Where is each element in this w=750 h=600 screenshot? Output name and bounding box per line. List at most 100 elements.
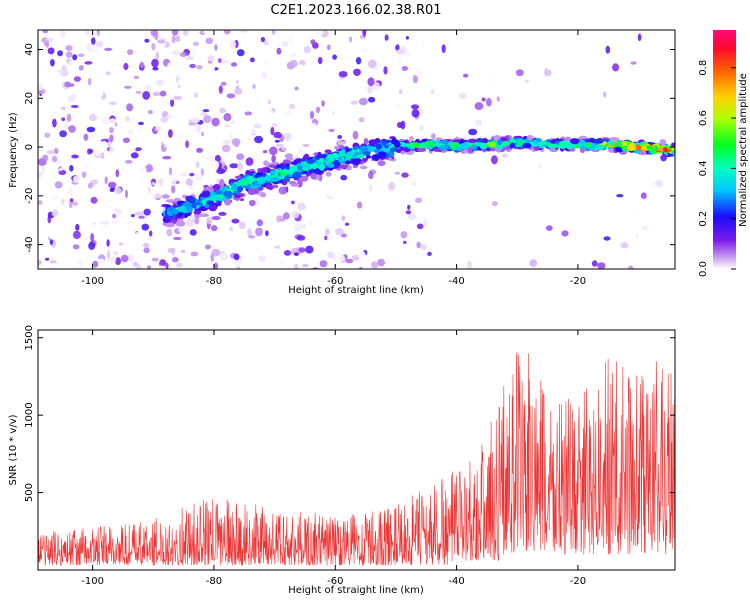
spectrogram-noise-mark [411, 109, 420, 118]
spectrogram-noise-mark [78, 65, 84, 71]
spectrogram-noise-mark [135, 231, 142, 236]
spectrogram-ridge-mark [576, 142, 582, 149]
colorbar-tick-label: 0.8 [698, 60, 709, 76]
spectrogram-noise-mark [97, 258, 105, 263]
spectrogram-noise-mark [258, 255, 266, 263]
spectrogram-noise-mark [68, 125, 76, 133]
spectrogram-noise-mark [211, 160, 220, 170]
spectrogram-noise-mark [38, 200, 43, 205]
spectrogram-noise-mark [255, 227, 263, 237]
spectrogram-ridge-mark [578, 139, 586, 144]
spectrogram-noise-mark [57, 69, 65, 73]
snr-series-line [38, 352, 675, 567]
spectrogram-noise-mark [91, 32, 98, 37]
spectrogram-ridge-mark [377, 151, 387, 159]
spectrogram-ridge-mark [295, 158, 303, 163]
spectrogram-noise-mark [603, 236, 611, 241]
spectrogram-noise-mark [344, 200, 353, 204]
spectrogram-noise-mark [229, 132, 233, 141]
spectrogram-noise-mark [289, 103, 296, 110]
spectrogram-noise-mark [405, 51, 411, 57]
spectrogram-ridge-mark [206, 200, 215, 204]
spectrogram-ridge-mark [310, 172, 317, 180]
spectrogram-noise-mark [176, 133, 185, 141]
spectrogram-noise-mark [221, 60, 230, 64]
spectrogram-noise-mark [202, 109, 210, 113]
spectrogram-ridge-mark [362, 157, 368, 162]
spectrogram-ridge-mark [663, 147, 668, 153]
spectrogram-ridge-mark [366, 148, 375, 152]
spectrogram-ridge-mark [501, 137, 508, 142]
spectrogram-ridge-mark [670, 142, 675, 147]
spectrogram-ridge-mark [538, 141, 547, 145]
spectrogram-noise-mark [524, 79, 530, 83]
spectrogram-noise-mark [104, 176, 108, 184]
spectrogram-noise-mark [273, 131, 282, 139]
colorbar-ticks: 0.0 0.2 0.4 0.6 0.8 [698, 60, 736, 277]
spectrogram-ridge-mark [608, 148, 615, 153]
spectrogram-noise-mark [81, 171, 87, 178]
spectrogram-ridge-mark [231, 183, 238, 190]
spectrogram-noise-mark [233, 253, 240, 261]
spectrogram-ridge-mark [346, 151, 356, 157]
spectrogram-noise-mark [337, 127, 341, 134]
spectrogram-noise-mark [72, 138, 77, 147]
spectrogram-noise-mark [189, 172, 195, 177]
spectrogram-noise-mark [267, 99, 272, 105]
y-tick-label: 500 [24, 483, 35, 502]
spectrogram-noise-mark [47, 215, 52, 224]
spectrogram-noise-mark [67, 95, 75, 103]
spectrogram-noise-mark [223, 113, 232, 122]
spectrogram-noise-mark [126, 103, 134, 112]
spectrogram-noise-mark [72, 230, 81, 240]
x-tick-label: -40 [448, 276, 464, 287]
spectrogram-ridge-mark [372, 154, 380, 161]
spectrogram-noise-mark [58, 167, 63, 172]
spectrogram-noise-mark [164, 144, 168, 148]
spectrogram-noise-mark [353, 68, 361, 77]
spectrogram-noise-mark [368, 184, 373, 192]
spectrogram-noise-mark [147, 110, 153, 115]
spectrogram-noise-mark [291, 210, 300, 219]
spectrogram-noise-mark [194, 216, 200, 225]
spectrogram-ridge-mark [260, 167, 268, 174]
spectrogram-noise-mark [496, 96, 501, 102]
spectrogram-noise-mark [170, 98, 175, 107]
spectrogram-y-label: Frequency (Hz) [8, 112, 19, 188]
spectrogram-ridge-mark [263, 160, 269, 166]
spectrogram-noise-mark [64, 81, 72, 88]
spectrogram-noise-mark [284, 79, 290, 86]
spectrogram-noise-mark [283, 212, 290, 220]
spectrogram-noise-mark [151, 42, 156, 51]
spectrogram-noise-mark [384, 34, 389, 41]
spectrogram-noise-mark [135, 147, 142, 152]
spectrogram-ridge-mark [288, 180, 297, 185]
spectrogram-noise-mark [219, 107, 226, 114]
spectrogram-noise-mark [64, 121, 69, 129]
spectrogram-noise-mark [83, 177, 88, 187]
spectrogram-noise-mark [112, 213, 117, 219]
spectrogram-ridge-mark [559, 143, 565, 149]
spectrogram-noise-mark [47, 47, 55, 55]
spectrogram-noise-mark [205, 37, 214, 44]
spectrogram-noise-mark [403, 240, 407, 244]
spectrogram-noise-mark [92, 98, 98, 108]
spectrogram-noise-mark [295, 239, 302, 248]
spectrogram-noise-mark [84, 61, 93, 65]
spectrogram-noise-mark [87, 148, 92, 155]
spectrogram-ridge-mark [482, 139, 488, 144]
spectrogram-noise-mark [238, 221, 246, 230]
spectrogram-noise-mark [296, 138, 303, 142]
spectrogram-noise-mark [309, 122, 317, 127]
spectrogram-noise-mark [83, 133, 89, 141]
spectrogram-noise-mark [175, 262, 183, 268]
spectrogram-noise-mark [377, 258, 386, 267]
spectrogram-noise-mark [301, 259, 310, 263]
spectrogram-ridge-mark [200, 196, 205, 201]
spectrogram-noise-mark [253, 123, 262, 129]
spectrogram-noise-mark [577, 91, 581, 96]
spectrogram-ridge-mark [298, 175, 309, 182]
spectrogram-noise-mark [45, 257, 50, 261]
colorbar: 0.0 0.2 0.4 0.6 0.8 Normalized spectral ampl… [698, 30, 749, 277]
x-tick-label: -60 [327, 576, 343, 587]
